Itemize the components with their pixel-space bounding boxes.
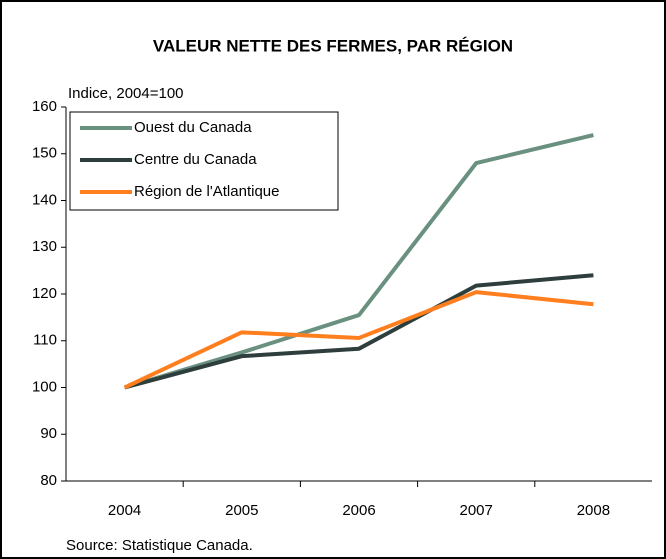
y-tick-label: 140 (32, 191, 57, 208)
x-tick-label: 2006 (342, 502, 375, 519)
y-tick-label: 150 (32, 145, 57, 162)
x-tick-label: 2004 (108, 502, 141, 519)
y-tick-label: 120 (32, 285, 57, 302)
x-tick-label: 2005 (225, 502, 258, 519)
y-tick-label: 130 (32, 238, 57, 255)
y-tick-label: 110 (33, 332, 57, 349)
series-line (123, 290, 594, 390)
legend-label: Centre du Canada (134, 151, 257, 168)
legend-label: Ouest du Canada (134, 119, 252, 136)
legend-label: Région de l'Atlantique (134, 183, 279, 200)
y-axis-label: Indice, 2004=100 (68, 85, 184, 102)
source: Source: Statistique Canada. (66, 537, 253, 554)
chart-title: VALEUR NETTE DES FERMES, PAR RÉGION (153, 36, 513, 55)
y-tick-label: 160 (32, 98, 57, 115)
y-tick-label: 90 (40, 425, 57, 442)
y-tick-label: 100 (32, 378, 57, 395)
series-line (124, 133, 594, 390)
series-line (124, 273, 594, 390)
x-tick-label: 2008 (577, 502, 610, 519)
x-tick-label: 2007 (460, 502, 493, 519)
y-tick-label: 80 (40, 472, 57, 489)
